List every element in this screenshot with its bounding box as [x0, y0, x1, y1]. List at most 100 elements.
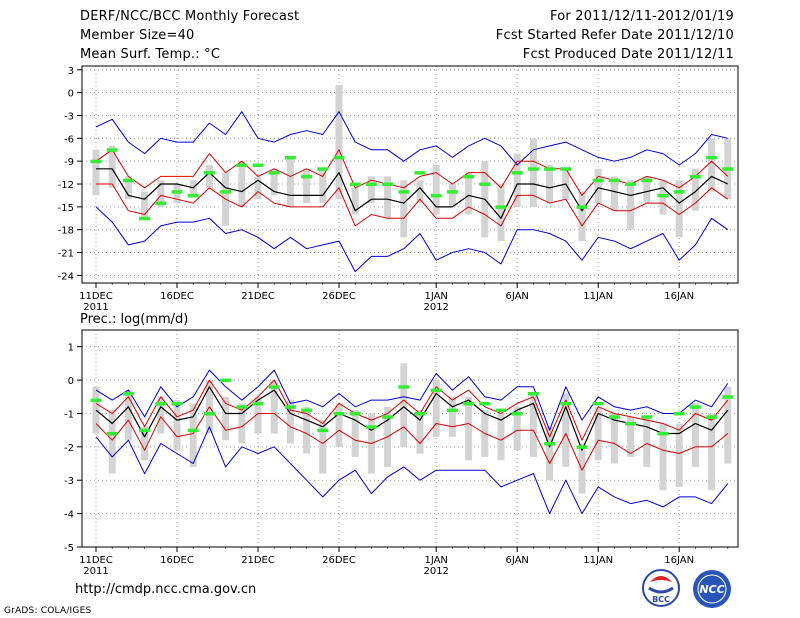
observed-marker	[673, 411, 685, 416]
range-bar	[546, 426, 554, 481]
observed-marker	[495, 408, 507, 413]
xtick-label: 6JAN	[505, 555, 528, 566]
xtick-label: 16DEC	[160, 291, 194, 302]
range-bar	[270, 380, 278, 434]
range-bar	[141, 426, 149, 461]
range-bar	[367, 176, 375, 204]
xtick-label: 11JAN	[583, 555, 613, 566]
range-bar	[238, 403, 246, 444]
observed-marker	[284, 155, 296, 160]
range-bar	[254, 396, 262, 434]
observed-marker	[139, 428, 151, 433]
range-bar	[578, 443, 586, 494]
observed-marker	[171, 401, 183, 406]
range-bar	[432, 164, 440, 215]
range-bar	[675, 423, 683, 487]
observed-marker	[349, 182, 361, 187]
lower-spread-line	[96, 183, 729, 227]
range-bar	[335, 85, 343, 200]
observed-marker	[657, 431, 669, 436]
ytick-label: -18	[58, 226, 74, 237]
observed-marker	[625, 182, 637, 187]
range-bar	[303, 406, 311, 454]
ncc-logo: NCC	[693, 570, 731, 608]
ytick-label: -1	[64, 409, 74, 420]
observed-marker	[706, 415, 718, 419]
observed-marker	[284, 405, 296, 409]
observed-marker	[446, 190, 458, 194]
xtick-label: 1JAN	[424, 291, 447, 302]
range-bar	[546, 164, 554, 204]
ytick-label: -3	[64, 111, 74, 122]
xtick-label: 6JAN	[505, 291, 528, 302]
observed-marker	[317, 167, 329, 171]
observed-marker	[641, 178, 653, 183]
observed-marker	[657, 193, 669, 198]
range-bar	[108, 145, 116, 188]
observed-marker	[463, 401, 475, 406]
range-bar	[691, 168, 699, 211]
range-bar	[351, 187, 359, 215]
observed-marker	[301, 408, 313, 413]
range-bar	[513, 406, 521, 451]
observed-marker	[301, 174, 313, 179]
xtick-year: 2012	[423, 302, 448, 313]
range-bar	[610, 176, 618, 211]
observed-marker	[220, 378, 232, 383]
ytick-label: -4	[64, 510, 74, 521]
observed-marker	[236, 163, 248, 167]
lower-spread-line	[95, 406, 729, 471]
observed-marker	[187, 428, 199, 433]
xtick-label: 11DEC	[79, 291, 113, 302]
upper-spread-line	[95, 149, 729, 196]
observed-marker	[252, 401, 264, 406]
range-bar	[513, 153, 521, 207]
observed-marker	[560, 167, 572, 171]
observed-marker	[463, 174, 475, 179]
range-bar	[157, 180, 165, 207]
observed-marker	[608, 415, 620, 419]
member-size: Member Size=40	[80, 28, 195, 43]
observed-marker	[479, 401, 491, 406]
observed-marker	[187, 193, 199, 198]
range-bar	[578, 191, 586, 242]
ytick-label: -6	[64, 134, 74, 145]
ytick-label: 0	[68, 376, 74, 387]
range-bar	[448, 396, 456, 437]
source-url[interactable]: http://cmdp.ncc.cma.gov.cn	[75, 582, 257, 597]
xtick-label: 26DEC	[322, 291, 356, 302]
observed-marker	[446, 408, 458, 413]
observed-marker	[673, 190, 685, 194]
logos: BCC NCC	[642, 569, 731, 608]
range-bar	[708, 413, 716, 491]
range-bar	[254, 176, 262, 200]
range-bar	[465, 172, 473, 215]
range-bar	[627, 180, 635, 230]
observed-marker	[155, 401, 167, 406]
observed-marker	[398, 385, 410, 389]
ytick-label: -3	[64, 476, 74, 487]
range-bar	[124, 390, 132, 441]
observed-marker	[592, 401, 604, 406]
observed-marker	[576, 445, 588, 449]
observed-marker	[641, 415, 653, 419]
xtick-label: 21DEC	[241, 291, 275, 302]
observed-marker	[608, 178, 620, 183]
ytick-label: -24	[58, 271, 74, 282]
observed-marker	[382, 415, 394, 419]
range-bar	[384, 176, 392, 219]
range-bar	[400, 363, 408, 447]
range-bar	[465, 396, 473, 461]
range-bar	[497, 184, 505, 242]
range-bar	[270, 168, 278, 196]
range-bar	[691, 403, 699, 467]
observed-marker	[544, 442, 556, 446]
range-bar	[708, 138, 716, 192]
range-bar	[529, 138, 537, 207]
observed-marker	[349, 411, 361, 416]
ytick-label: -9	[64, 157, 74, 168]
range-bar	[529, 393, 537, 457]
observed-marker	[722, 167, 734, 171]
ytick-label: 0	[68, 89, 74, 100]
